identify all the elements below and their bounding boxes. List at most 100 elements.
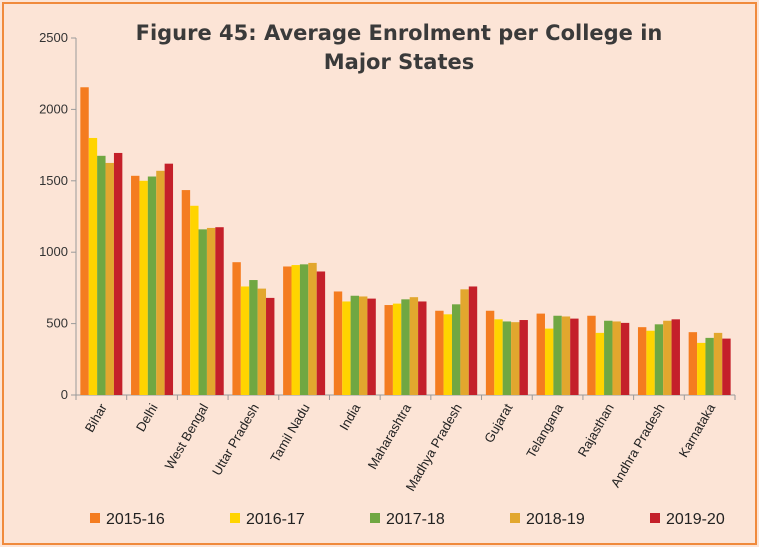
x-category-label: Gujarat: [481, 401, 515, 446]
bar: [553, 315, 562, 395]
bar: [206, 227, 216, 395]
bar: [595, 332, 605, 395]
bars: [80, 87, 731, 396]
bar: [164, 163, 174, 395]
bar: [544, 328, 554, 395]
chart-title-line-2: Major States: [324, 50, 474, 74]
bar: [671, 319, 680, 395]
bar: [299, 264, 309, 395]
x-category-label: Madhya Pradesh: [403, 401, 465, 494]
bar: [561, 316, 571, 395]
y-tick-label: 1500: [39, 173, 68, 188]
bar: [308, 262, 317, 395]
legend-swatch: [370, 513, 380, 523]
x-category-label: Delhi: [133, 401, 161, 434]
bar: [139, 180, 148, 395]
bar: [88, 137, 98, 395]
bar: [105, 162, 114, 395]
bar: [384, 305, 393, 395]
bar: [266, 297, 275, 395]
bar: [181, 190, 191, 395]
x-category-label: Andhra Pradesh: [608, 401, 668, 490]
bar: [646, 330, 655, 395]
bar: [392, 303, 402, 395]
bar: [637, 327, 647, 395]
bar: [502, 321, 512, 395]
legend-swatch: [90, 513, 100, 523]
x-category-label: India: [336, 400, 363, 433]
bar: [215, 227, 224, 395]
bar: [257, 288, 267, 395]
bar: [713, 332, 723, 395]
bar: [604, 320, 613, 395]
y-tick-label: 0: [61, 387, 68, 402]
bar: [156, 170, 165, 395]
legend-swatch: [650, 513, 660, 523]
bar: [249, 280, 258, 395]
x-category-label: Karnataka: [676, 400, 719, 459]
bar: [97, 155, 106, 395]
bar: [443, 314, 452, 395]
legend: 2015-16 2016-17 2017-18 2018-19 2019-20: [90, 511, 725, 528]
legend-label: 2018-19: [526, 511, 585, 528]
y-tick-label: 1000: [39, 244, 68, 259]
bar: [342, 301, 351, 395]
bar: [663, 320, 672, 395]
bar: [359, 296, 368, 395]
legend-label: 2019-20: [666, 511, 725, 528]
bar: [190, 205, 199, 395]
bar: [198, 229, 207, 395]
x-category-label: Bihar: [82, 400, 110, 434]
bar: [688, 332, 698, 395]
bar: [519, 320, 528, 395]
bar: [401, 299, 410, 395]
bar: [485, 310, 495, 395]
bar: [435, 310, 444, 395]
legend-label: 2017-18: [386, 511, 445, 528]
bar: [283, 266, 292, 395]
y-tick-label: 2000: [39, 101, 68, 116]
bar: [697, 342, 706, 395]
bar: [147, 176, 157, 395]
bar: [80, 87, 89, 396]
legend-label: 2015-16: [106, 511, 165, 528]
bar: [350, 295, 360, 395]
chart-title-line-1: Figure 45: Average Enrolment per College…: [136, 21, 663, 45]
bar: [460, 289, 469, 395]
x-category-label: West Bengal: [162, 401, 212, 472]
bar: [620, 322, 630, 395]
x-category-label: Rajasthan: [575, 401, 617, 459]
bar: [654, 324, 664, 395]
bar: [587, 315, 596, 395]
legend-swatch: [510, 513, 520, 523]
bar: [494, 319, 503, 395]
bar: [367, 298, 376, 395]
bar: [316, 271, 326, 395]
bar: [468, 286, 478, 395]
bar: [232, 262, 241, 395]
x-category-label: Tamil Nadu: [267, 401, 313, 465]
bar: [612, 321, 621, 395]
bar: [451, 304, 461, 395]
y-tick-label: 2500: [39, 30, 68, 45]
bar: [113, 152, 123, 395]
x-category-label: Telangana: [523, 400, 566, 460]
y-tick-label: 500: [46, 316, 68, 331]
bar: [511, 322, 520, 395]
x-category-label: Maharashtra: [365, 400, 415, 471]
bar: [570, 318, 579, 395]
bar: [333, 291, 343, 395]
legend-swatch: [230, 513, 240, 523]
bar: [722, 338, 731, 395]
legend-label: 2016-17: [246, 511, 305, 528]
bar: [705, 337, 714, 395]
bar: [131, 175, 140, 395]
bar: [291, 265, 300, 395]
bar: [536, 313, 545, 395]
bar: [418, 301, 427, 395]
x-category-label: Uttar Pradesh: [209, 401, 262, 478]
bar: [240, 286, 250, 395]
